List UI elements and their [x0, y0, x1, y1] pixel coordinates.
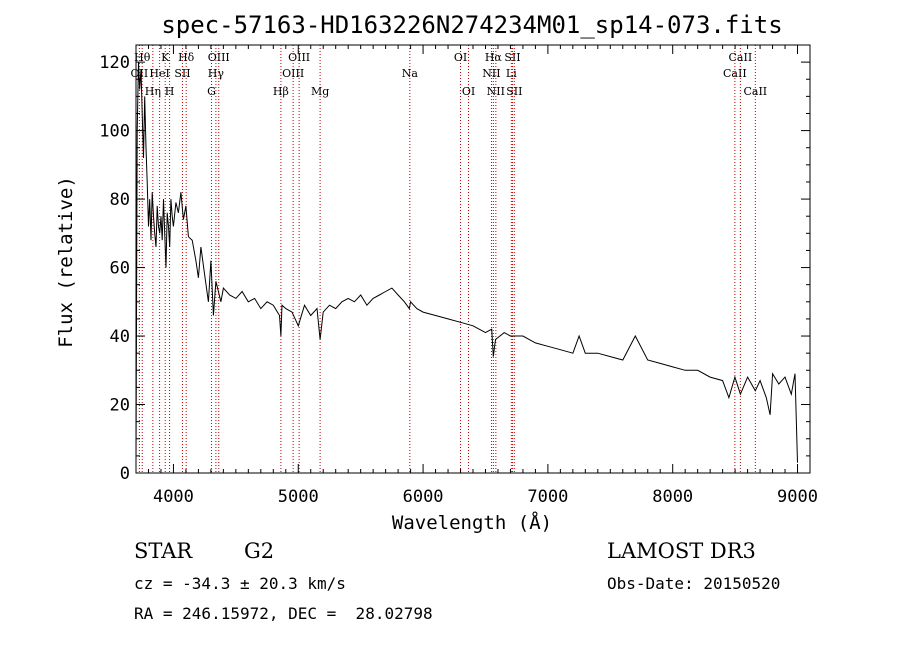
object-class: STAR — [134, 539, 193, 563]
x-tick-label-2: 6000 — [403, 487, 444, 507]
line-label-2: Hη — [145, 85, 161, 98]
survey-name: LAMOST DR3 — [607, 539, 756, 563]
line-label-14: Mg — [311, 85, 329, 98]
line-label-6: SII — [174, 67, 190, 80]
x-tick-label-3: 7000 — [527, 487, 568, 507]
y-axis: 0 20 40 60 80 100 120 — [99, 44, 810, 484]
line-label-20: NII — [487, 85, 505, 98]
line-label-8: G — [207, 85, 216, 98]
x-axis: 4000 5000 6000 7000 8000 9000 — [135, 45, 818, 507]
y-tick-label-4: 80 — [110, 190, 130, 210]
emission-line-markers — [138, 45, 756, 473]
line-label-3: HeI — [149, 67, 169, 80]
line-label-23: SII — [506, 85, 522, 98]
line-label-1: Hθ — [134, 51, 151, 64]
y-tick-label-2: 40 — [110, 327, 130, 347]
obs-date: Obs-Date: 20150520 — [607, 574, 780, 593]
line-label-19: Hα — [485, 51, 503, 64]
line-label-13: OIII — [288, 51, 310, 64]
y-tick-label-5: 100 — [99, 122, 130, 142]
coordinates-text: RA = 246.15972, DEC = 28.02798 — [134, 604, 433, 623]
line-label-22: SII — [504, 51, 520, 64]
spectrum-series — [135, 62, 798, 463]
y-tick-label-6: 120 — [99, 53, 130, 73]
line-label-10: OIII — [208, 51, 230, 64]
line-label-15: Na — [402, 67, 419, 80]
y-axis-label: Flux (relative) — [55, 176, 77, 348]
y-tick-label-1: 20 — [110, 396, 130, 416]
chart-title: spec-57163-HD163226N274234M01_sp14-073.f… — [161, 11, 782, 39]
line-label-16: OI — [454, 51, 467, 64]
redshift-text: cz = -34.3 ± 20.3 km/s — [134, 574, 346, 593]
line-label-12: OIII — [282, 67, 304, 80]
line-label-21: Li — [506, 67, 517, 80]
line-label-25: CaII — [729, 51, 753, 64]
line-label-4: K — [161, 51, 170, 64]
y-tick-label-3: 60 — [110, 259, 130, 279]
x-tick-label-1: 5000 — [278, 487, 319, 507]
plot-frame — [135, 44, 811, 474]
x-axis-label: Wavelength (Å) — [392, 511, 552, 534]
line-label-5: H — [165, 85, 175, 98]
line-label-17: OI — [462, 85, 475, 98]
emission-line-labels: OIIHθHηHeIKHSIIHδGHγOIIIHβOIIIOIIIMgNaOI… — [131, 51, 768, 98]
spectrum-line-0 — [135, 62, 798, 463]
line-label-24: CaII — [723, 67, 747, 80]
line-label-7: Hδ — [178, 51, 195, 64]
line-label-11: Hβ — [273, 85, 289, 98]
x-tick-label-0: 4000 — [153, 487, 194, 507]
line-label-26: CaII — [743, 85, 767, 98]
x-tick-label-4: 8000 — [652, 487, 693, 507]
x-tick-label-5: 9000 — [777, 487, 818, 507]
y-tick-label-0: 0 — [120, 464, 130, 484]
line-label-9: Hγ — [208, 67, 225, 80]
line-label-18: NII — [482, 67, 500, 80]
object-subclass: G2 — [244, 539, 274, 563]
